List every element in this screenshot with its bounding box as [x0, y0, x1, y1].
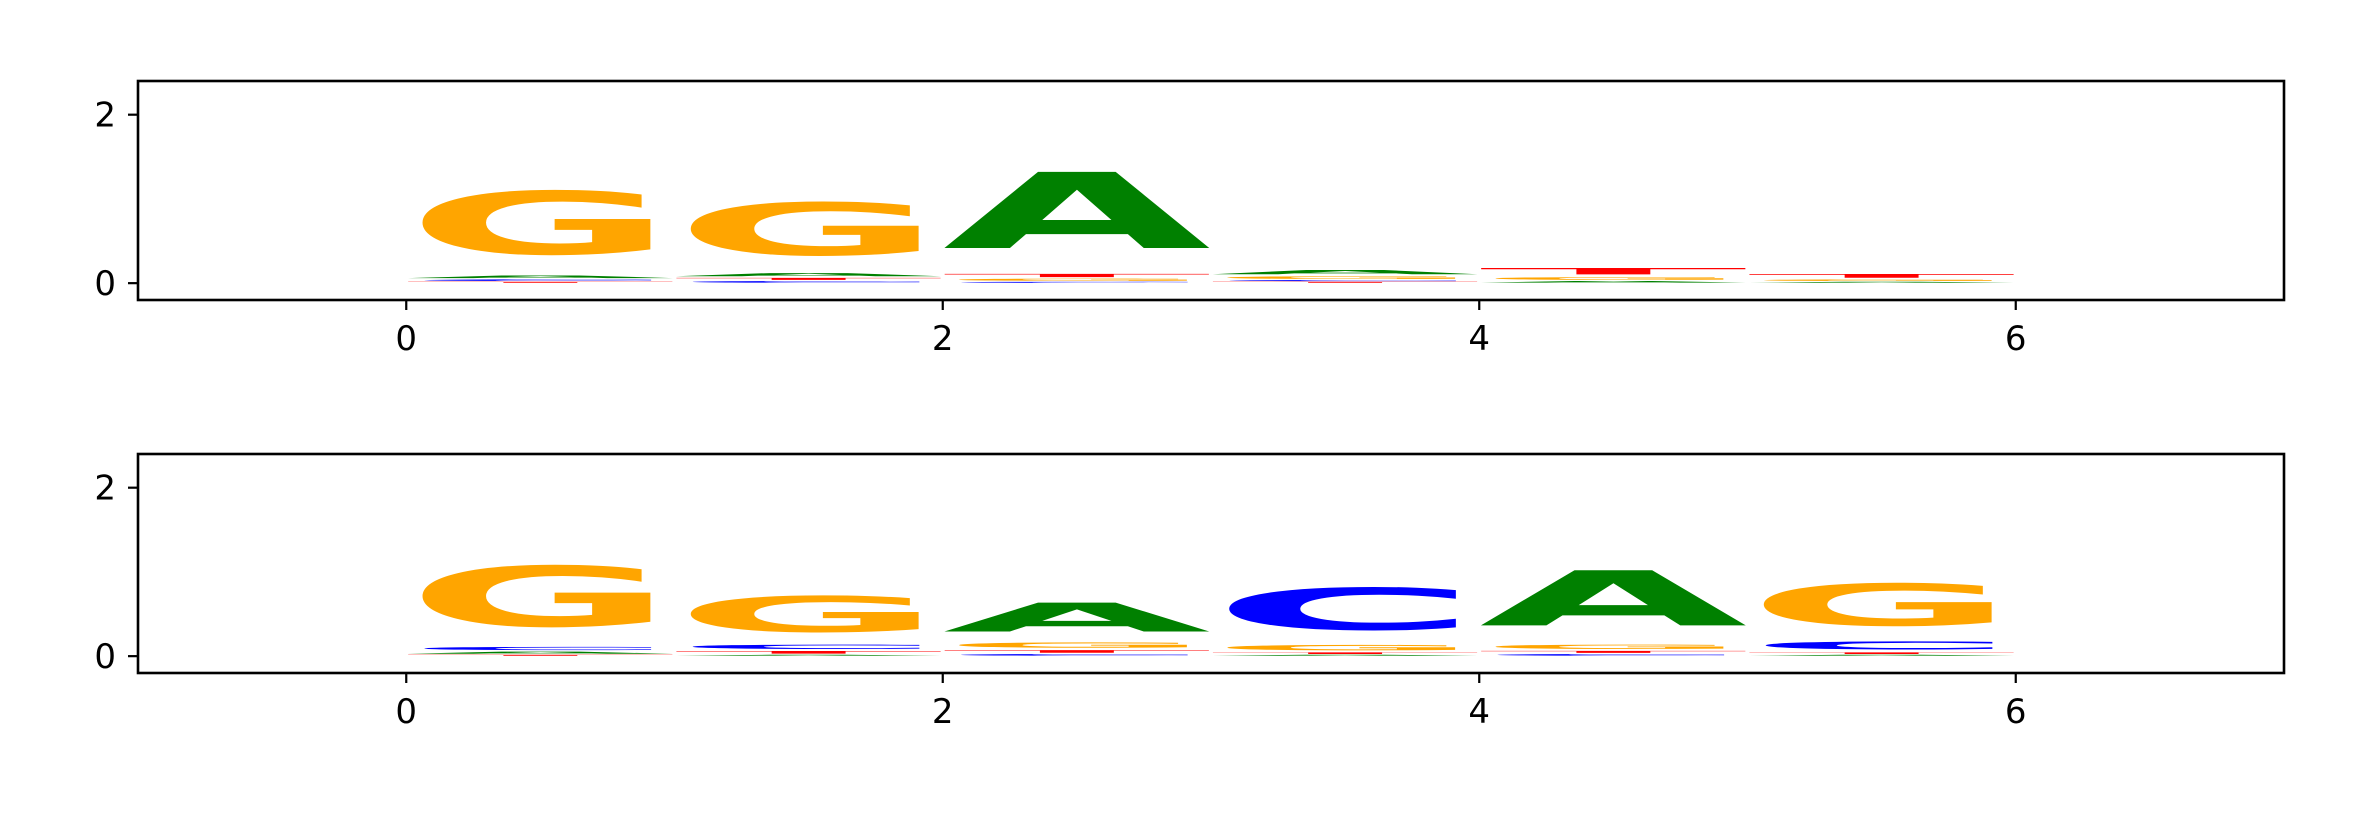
x-tick-label: 0 — [395, 692, 417, 732]
logo-letter-c: C — [675, 644, 943, 651]
logo-letter-g: G — [943, 641, 1211, 649]
logo-letter-c: C — [943, 281, 1211, 283]
axes-frame — [136, 79, 2286, 302]
logo-letter-t: T — [406, 654, 676, 656]
logo-letter-a: A — [1479, 281, 1747, 284]
logo-letter-g: G — [1479, 644, 1747, 651]
x-tick-label: 2 — [932, 319, 954, 359]
logo-letter-t: T — [1211, 281, 1481, 283]
logo-letter-t: T — [943, 273, 1213, 278]
logo-letter-c: C — [675, 281, 943, 284]
logo-letter-t: T — [1211, 652, 1481, 655]
x-tick-label: 2 — [932, 692, 954, 732]
logo-letter-g: G — [1748, 279, 2016, 282]
logo-letter-a: A — [1479, 555, 1747, 643]
logo-letter-c: C — [1748, 639, 2016, 652]
logo-letter-c: C — [1211, 576, 1479, 643]
logo-letter-t: T — [406, 281, 676, 283]
logo-letter-c: C — [1211, 280, 1479, 282]
logo-letter-c: C — [1479, 654, 1747, 657]
logo-letter-a: A — [406, 275, 674, 279]
x-tick-label: 0 — [395, 319, 417, 359]
logo-letter-c: C — [943, 654, 1211, 657]
logo-letter-g: G — [1211, 644, 1479, 652]
logo-letter-a: A — [943, 151, 1211, 273]
logo-letter-a: A — [675, 272, 943, 277]
logo-letter-t: T — [1479, 650, 1749, 653]
x-tick-label: 4 — [1468, 692, 1490, 732]
y-tick-label: 0 — [94, 264, 116, 304]
logo-letter-g: G — [406, 174, 674, 274]
x-tick-label: 6 — [2005, 692, 2027, 732]
logo-letter-t: T — [1748, 652, 2018, 655]
logo-letter-c: C — [406, 279, 674, 282]
logo-letter-g: G — [1748, 572, 2016, 639]
y-tick-label: 2 — [94, 469, 116, 509]
logo-letter-a: A — [1211, 269, 1479, 276]
logo-letter-g: G — [943, 278, 1211, 281]
logo-letter-a: A — [1211, 654, 1479, 656]
logo-letter-t: T — [675, 650, 945, 654]
logo-letter-a: A — [1748, 654, 2016, 656]
logo-letter-c: C — [406, 646, 674, 651]
logo-letter-t: T — [1479, 266, 1749, 276]
logo-letter-t: T — [675, 277, 945, 280]
logo-letter-g: G — [406, 550, 674, 646]
logo-letter-a: A — [1748, 281, 2016, 283]
logo-letter-t: T — [1748, 273, 2018, 279]
logo-letter-t: T — [943, 649, 1213, 653]
logo-letter-a: A — [406, 651, 674, 654]
y-tick-label: 0 — [94, 637, 116, 677]
logo-letter-g: G — [675, 587, 943, 644]
y-tick-label: 2 — [94, 96, 116, 136]
x-tick-label: 6 — [2005, 319, 2027, 359]
logo-letter-g: G — [1479, 276, 1747, 280]
logo-letter-a: A — [943, 595, 1211, 641]
x-tick-label: 4 — [1468, 319, 1490, 359]
logo-letter-g: G — [675, 188, 943, 272]
logo-letter-g: G — [1211, 276, 1479, 280]
axes-frame — [136, 452, 2286, 675]
logo-letter-a: A — [675, 654, 943, 656]
